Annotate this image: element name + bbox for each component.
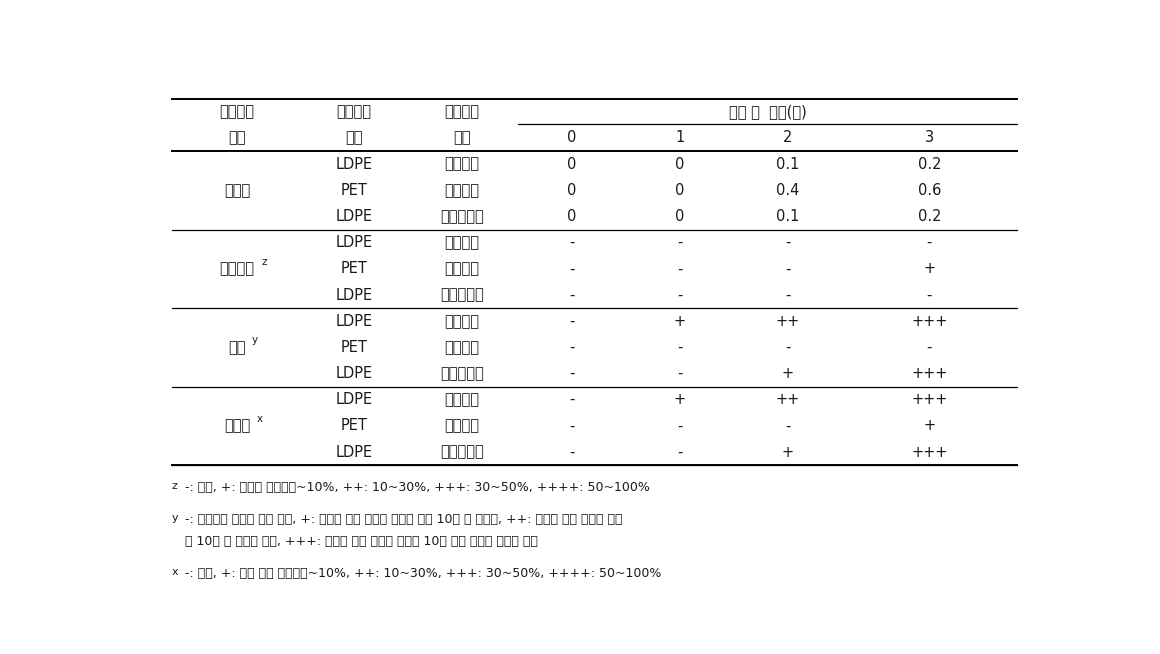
Text: -: - — [570, 262, 574, 277]
Text: 0.4: 0.4 — [776, 182, 799, 198]
Text: -: - — [570, 314, 574, 329]
Text: LDPE: LDPE — [335, 314, 372, 329]
Text: -: - — [927, 235, 933, 250]
Text: 부패정도: 부패정도 — [219, 262, 255, 277]
Text: 0.1: 0.1 — [776, 156, 799, 171]
Text: 지표: 지표 — [229, 130, 246, 145]
Text: 0: 0 — [675, 209, 684, 224]
Text: LDPE: LDPE — [335, 288, 372, 303]
Text: 0: 0 — [567, 182, 577, 198]
Text: -: - — [927, 288, 933, 303]
Text: 종이박스: 종이박스 — [444, 340, 479, 355]
Text: PET: PET — [341, 182, 368, 198]
Text: z: z — [261, 256, 267, 266]
Text: -: - — [677, 288, 682, 303]
Text: -: - — [785, 288, 790, 303]
Text: 0.6: 0.6 — [918, 182, 941, 198]
Text: -: - — [927, 340, 933, 355]
Text: +: + — [674, 392, 686, 407]
Text: -: - — [570, 288, 574, 303]
Text: -: - — [570, 419, 574, 434]
Text: +: + — [674, 314, 686, 329]
Text: 아이스박스: 아이스박스 — [440, 366, 484, 381]
Text: +++: +++ — [912, 366, 948, 381]
Text: 종이박스: 종이박스 — [444, 156, 479, 171]
Text: 0: 0 — [675, 182, 684, 198]
Text: 0: 0 — [675, 156, 684, 171]
Text: 외관품질: 외관품질 — [219, 104, 255, 119]
Text: +: + — [782, 445, 793, 460]
Text: 이취: 이취 — [229, 340, 246, 355]
Text: LDPE: LDPE — [335, 156, 372, 171]
Text: 0.2: 0.2 — [918, 156, 941, 171]
Text: 종이박스: 종이박스 — [444, 314, 479, 329]
Text: 종이박스: 종이박스 — [444, 235, 479, 250]
Text: +++: +++ — [912, 445, 948, 460]
Text: 내포장재: 내포장재 — [336, 104, 371, 119]
Text: LDPE: LDPE — [335, 392, 372, 407]
Text: ++: ++ — [776, 392, 800, 407]
Text: y: y — [252, 335, 258, 345]
Text: -: - — [677, 262, 682, 277]
Text: 0.1: 0.1 — [776, 209, 799, 224]
Text: -: 없음, +: 무른 과실 발생시작~10%, ++: 10~30%, +++: 30~50%, ++++: 50~100%: -: 없음, +: 무른 과실 발생시작~10%, ++: 10~30%, ++… — [184, 566, 661, 579]
Text: 0: 0 — [567, 156, 577, 171]
Text: PET: PET — [341, 419, 368, 434]
Text: 종이박스: 종이박스 — [444, 182, 479, 198]
Text: 1: 1 — [675, 130, 684, 145]
Text: 종이박스: 종이박스 — [444, 262, 479, 277]
Text: -: - — [677, 235, 682, 250]
Text: z: z — [172, 481, 177, 491]
Text: +: + — [923, 262, 935, 277]
Text: LDPE: LDPE — [335, 209, 372, 224]
Text: -: - — [570, 445, 574, 460]
Text: +++: +++ — [912, 392, 948, 407]
Text: 수확 후  일수(일): 수확 후 일수(일) — [728, 104, 806, 119]
Text: 0.2: 0.2 — [918, 209, 941, 224]
Text: PET: PET — [341, 262, 368, 277]
Text: -: - — [785, 340, 790, 355]
Text: 아이스박스: 아이스박스 — [440, 209, 484, 224]
Text: -: - — [570, 340, 574, 355]
Text: 0: 0 — [567, 130, 577, 145]
Text: LDPE: LDPE — [335, 235, 372, 250]
Text: 아이스박스: 아이스박스 — [440, 288, 484, 303]
Text: +: + — [923, 419, 935, 434]
Text: 종류: 종류 — [454, 130, 471, 145]
Text: 감모율: 감모율 — [224, 182, 251, 198]
Text: LDPE: LDPE — [335, 445, 372, 460]
Text: -: - — [677, 419, 682, 434]
Text: -: - — [570, 366, 574, 381]
Text: 0: 0 — [567, 209, 577, 224]
Text: -: - — [677, 445, 682, 460]
Text: -: 없음, +: 곰팡이 발생시작~10%, ++: 10~30%, +++: 30~50%, ++++: 50~100%: -: 없음, +: 곰팡이 발생시작~10%, ++: 10~30%, +++:… — [184, 481, 650, 494]
Text: -: - — [785, 262, 790, 277]
Text: 종류: 종류 — [346, 130, 363, 145]
Text: -: - — [570, 235, 574, 250]
Text: LDPE: LDPE — [335, 366, 372, 381]
Text: 물러짐: 물러짐 — [224, 419, 251, 434]
Text: ++: ++ — [776, 314, 800, 329]
Text: -: - — [785, 419, 790, 434]
Text: -: - — [677, 366, 682, 381]
Text: PET: PET — [341, 340, 368, 355]
Text: y: y — [172, 513, 179, 523]
Text: +++: +++ — [912, 314, 948, 329]
Text: 외포장재: 외포장재 — [444, 104, 479, 119]
Text: -: - — [570, 392, 574, 407]
Text: 2: 2 — [783, 130, 792, 145]
Text: 아이스박스: 아이스박스 — [440, 445, 484, 460]
Text: x: x — [256, 413, 262, 424]
Text: +: + — [782, 366, 793, 381]
Text: -: 개봉직후 이취가 전혀 없음, +: 개봉시 약한 이취가 있으나 개봉 10분 후 사라짐, ++: 개봉시 강한 이취가 있으: -: 개봉직후 이취가 전혀 없음, +: 개봉시 약한 이취가 있으나 개봉 … — [184, 513, 622, 526]
Text: 나 10분 후 약하게 남음, +++: 개봉시 강한 이취가 있으며 10분 경과 시에도 강하게 존재: 나 10분 후 약하게 남음, +++: 개봉시 강한 이취가 있으며 10분 … — [184, 535, 537, 548]
Text: 3: 3 — [925, 130, 934, 145]
Text: x: x — [172, 566, 179, 577]
Text: 종이박스: 종이박스 — [444, 419, 479, 434]
Text: -: - — [677, 340, 682, 355]
Text: 종이박스: 종이박스 — [444, 392, 479, 407]
Text: -: - — [785, 235, 790, 250]
